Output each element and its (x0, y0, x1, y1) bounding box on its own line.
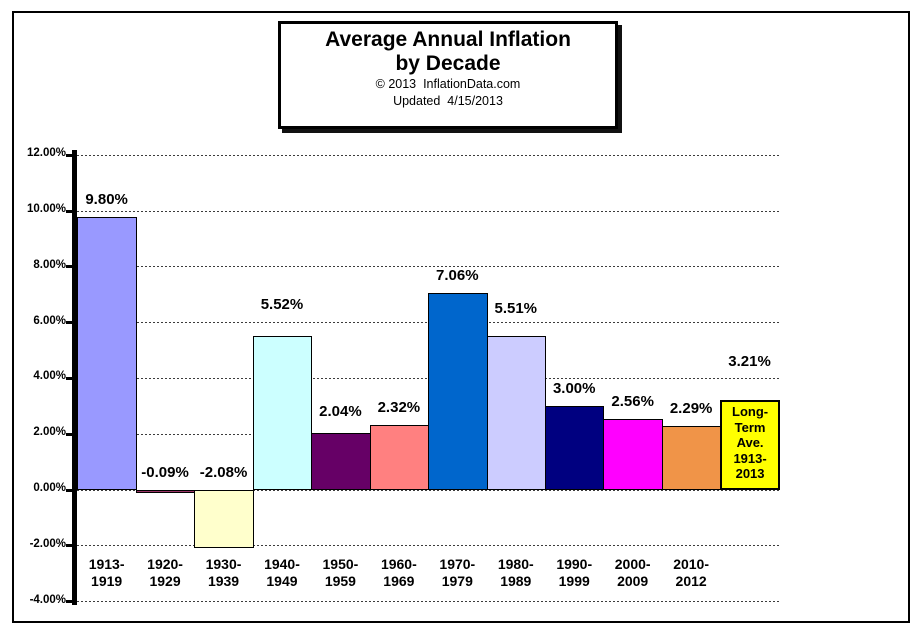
x-axis-label: 1970- 1979 (439, 556, 476, 589)
y-axis-label: 10.00% (26, 203, 66, 215)
y-axis-label: 8.00% (33, 258, 66, 271)
y-axis-label: 2.00% (33, 426, 66, 439)
chart-updated: Updated 4/15/2013 (393, 94, 503, 108)
y-axis-tick (66, 265, 73, 269)
bar-1930-1939 (194, 490, 254, 549)
bar-1950-1959 (311, 433, 371, 490)
bar-value-label: 7.06% (436, 267, 479, 285)
bar-1920-1929 (135, 490, 196, 493)
x-axis-label: 1980- 1989 (497, 556, 534, 589)
x-axis-label: 1913- 1919 (88, 556, 125, 589)
x-axis-label: 1930- 1939 (205, 556, 242, 589)
y-axis-label: -2.00% (29, 537, 66, 550)
bar-value-label: -0.09% (141, 464, 189, 481)
x-axis-label: 1960- 1969 (380, 556, 417, 589)
bar-value-label: -2.08% (199, 464, 248, 481)
y-axis-tick (66, 321, 73, 325)
title-box: Average Annual Inflation by Decade © 201… (278, 21, 618, 129)
y-axis-tick (66, 432, 73, 436)
bar-2000-2009 (603, 418, 663, 490)
x-axis-label: 2000- 2009 (614, 556, 651, 589)
y-gridline (77, 210, 780, 212)
bar-value-label: 2.32% (377, 399, 421, 417)
bar-value-label: 9.80% (85, 190, 128, 208)
long-term-bar-text: Long- Term Ave. 1913- 2013 (732, 404, 769, 482)
chart-copyright: © 2013 InflationData.com (375, 77, 521, 91)
bar-value-label: 3.21% (728, 353, 771, 371)
y-gridline (77, 601, 780, 603)
chart-title-line2: by Decade (395, 52, 501, 75)
bar-2010-2012 (661, 426, 722, 490)
y-axis-tick (66, 376, 73, 380)
bar-value-label: 3.00% (552, 380, 596, 398)
y-axis-tick (66, 544, 73, 548)
x-axis-label: 1920- 1929 (147, 556, 183, 589)
y-gridline (77, 154, 780, 156)
bar-1970-1979 (428, 293, 488, 490)
chart-title-line1: Average Annual Inflation (325, 28, 571, 51)
x-axis-label: 1950- 1959 (322, 556, 359, 589)
y-axis-tick (66, 209, 73, 213)
x-axis-label: 1940- 1949 (264, 556, 300, 589)
bar-value-label: 5.52% (260, 295, 304, 313)
x-axis-label: 2010- 2012 (673, 556, 710, 589)
bar-value-label: 5.51% (494, 300, 538, 318)
y-gridline (77, 266, 780, 268)
y-axis-line (72, 150, 77, 605)
y-axis-label: 0.00% (33, 482, 66, 494)
bar-1980-1989 (486, 336, 546, 490)
bar-value-label: 2.04% (319, 403, 362, 421)
bar-1960-1969 (369, 425, 430, 490)
bar-value-label: 2.56% (611, 392, 654, 410)
y-axis-label: 4.00% (33, 370, 66, 383)
y-axis-label: -4.00% (29, 593, 66, 606)
y-gridline (77, 545, 780, 547)
y-axis-tick (66, 488, 73, 492)
bar-value-label: 2.29% (669, 400, 713, 418)
y-axis-label: 12.00% (26, 147, 66, 160)
bar-1990-1999 (545, 406, 605, 490)
y-axis-label: 6.00% (33, 314, 66, 327)
bar-1913-1919 (77, 216, 137, 490)
y-gridline (77, 489, 780, 491)
y-axis-tick (66, 153, 73, 157)
bar-1940-1949 (252, 335, 313, 490)
y-axis-tick (66, 600, 73, 604)
bar-long-term-ave-1913-2013 (720, 400, 780, 490)
x-axis-label: 1990- 1999 (556, 556, 593, 589)
